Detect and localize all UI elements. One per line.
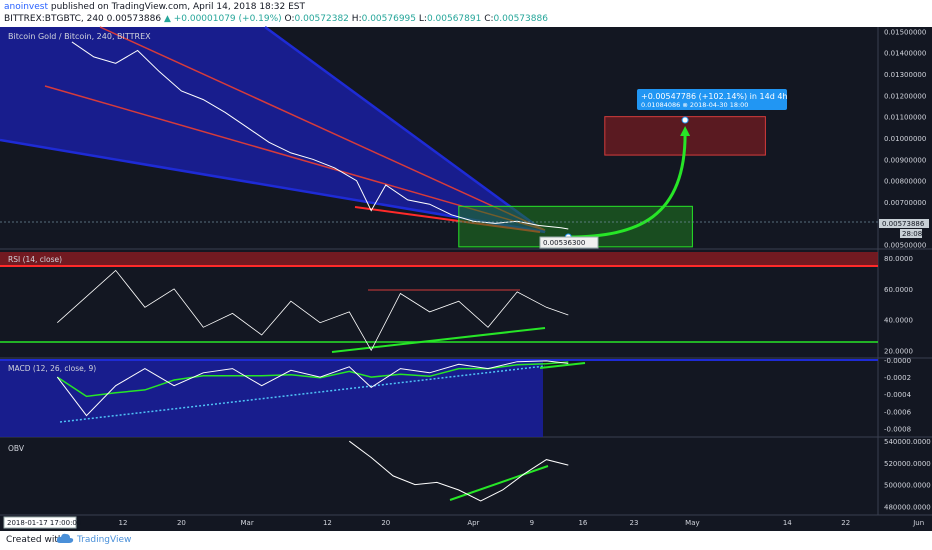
symbol-name: BITTREX:BTGBTC, 240: [4, 14, 104, 24]
y-tick-label: 60.0000: [884, 286, 913, 294]
price-series-line: [71, 41, 569, 230]
y-tick-label: 0.00500000: [884, 242, 926, 250]
footer-bar: Created with TradingView: [0, 531, 932, 550]
rsi-divergence-line: [331, 327, 546, 353]
y-tick-label: -0.0006: [884, 408, 912, 416]
projection-label-box: [637, 89, 787, 110]
y-tick-label: 0.00800000: [884, 178, 926, 186]
x-tick-label: 22: [841, 519, 850, 527]
rsi-pane-title: RSI (14, close): [8, 255, 62, 264]
obv-series-line: [349, 440, 569, 502]
countdown-text: 28:08: [902, 230, 922, 238]
y-tick-label: 0.01400000: [884, 50, 926, 58]
y-tick-label: 0.00900000: [884, 156, 926, 164]
x-tick-label: 20: [381, 519, 390, 527]
open-value: 0.00572382: [294, 14, 349, 24]
publish-bar: anoinvest published on TradingView.com, …: [0, 0, 932, 27]
x-tick-label: Jun: [912, 519, 924, 527]
cursor-date-label: 2018-01-17 17:00:00: [7, 519, 81, 527]
y-tick-label: 80.0000: [884, 255, 913, 263]
low-price-label: 0.00536300: [543, 239, 585, 247]
y-tick-label: 0.01100000: [884, 114, 926, 122]
projection-arrowhead: [680, 126, 691, 137]
projection-label-line2: 0.01084086 ⊗ 2018-04-30 18:00: [641, 101, 748, 109]
high-label: H:: [351, 14, 362, 24]
time-tick-labels: 12 20 Mar 12 20 Apr 9 16 23 May 14 22 Jun: [119, 519, 925, 527]
x-tick-label: 16: [578, 519, 587, 527]
close-label: C:: [484, 14, 494, 24]
wedge-upper-blue-line: [264, 25, 546, 234]
y-tick-label: 540000.0000: [884, 438, 931, 446]
tradingview-brand-link[interactable]: TradingView: [77, 535, 132, 545]
projection-end-point[interactable]: [681, 116, 689, 124]
x-tick-label: Apr: [467, 519, 479, 527]
macd-trend-line: [59, 365, 546, 423]
publish-text: published on TradingView.com, April 14, …: [50, 2, 306, 12]
obv-trend-line: [449, 465, 549, 501]
created-with-text: Created with: [6, 535, 64, 545]
open-label: O:: [284, 14, 295, 24]
cursor-date-box: [3, 516, 77, 529]
author-link[interactable]: anoinvest: [4, 2, 49, 12]
low-label: L:: [418, 14, 427, 24]
low-price-label-box: [539, 236, 599, 249]
channel-upper-red-line: [99, 26, 546, 231]
rsi-tick-labels: 80.0000 60.0000 40.0000 20.0000: [884, 255, 913, 355]
y-tick-label: 20.0000: [884, 347, 913, 355]
x-tick-label: 12: [323, 519, 332, 527]
rsi-overbought-band: [0, 252, 878, 266]
falling-wedge-fill: [0, 27, 545, 232]
x-tick-label: 14: [783, 519, 792, 527]
obv-pane-title: OBV: [8, 444, 25, 453]
y-tick-label: 0.01300000: [884, 71, 926, 79]
macd-green-line: [539, 362, 586, 369]
y-tick-label: -0.0000: [884, 357, 911, 365]
y-tick-label: -0.0004: [884, 391, 912, 399]
x-tick-label: May: [685, 519, 699, 527]
x-tick-label: 23: [630, 519, 639, 527]
y-tick-label: 520000.0000: [884, 460, 931, 468]
macd-tick-labels: -0.0000 -0.0002 -0.0004 -0.0006 -0.0008: [884, 357, 912, 433]
close-value: 0.00573886: [493, 14, 548, 24]
y-tick-label: -0.0008: [884, 425, 911, 433]
low-value: 0.00567891: [426, 14, 482, 24]
rsi-series-line: [57, 269, 569, 352]
y-tick-label: 0.01000000: [884, 135, 926, 143]
y-tick-label: 480000.0000: [884, 503, 931, 511]
price-axis[interactable]: [878, 27, 932, 515]
y-tick-label: 0.00700000: [884, 199, 926, 207]
high-value: 0.00576995: [361, 14, 417, 24]
macd-pane-title: MACD (12, 26, close, 9): [8, 364, 96, 373]
y-tick-label: 0.01200000: [884, 92, 926, 100]
obv-tick-labels: 540000.0000 520000.0000 500000.0000 480000.…: [884, 438, 931, 511]
y-tick-label: -0.0002: [884, 374, 911, 382]
x-tick-label: 12: [119, 519, 128, 527]
symbol-info: BITTREX:BTGBTC, 240 0.00573886 ▲ +0.0000…: [4, 14, 548, 24]
publish-info: anoinvest published on TradingView.com, …: [4, 2, 305, 12]
macd-fill: [0, 360, 543, 437]
y-tick-label: 0.01500000: [884, 28, 926, 36]
last-price: 0.00573886: [106, 14, 162, 24]
tradingview-cloud-icon: [56, 533, 74, 548]
last-price-badge-text: 0.00573886: [882, 220, 925, 228]
projection-label-line1: +0.00547786 (+102.14%) in 14d 4h: [641, 92, 787, 101]
x-tick-label: 20: [177, 519, 186, 527]
y-tick-label: 500000.0000: [884, 482, 931, 490]
y-tick-label: 40.0000: [884, 317, 913, 325]
x-tick-label: 9: [530, 519, 534, 527]
projection-arrow: [568, 134, 687, 239]
countdown-badge: [900, 229, 922, 238]
macd-series-line: [56, 360, 569, 417]
price-change: ▲ +0.00001079 (+0.19%): [163, 14, 282, 24]
x-tick-label: Mar: [240, 519, 253, 527]
wedge-lower-blue-line: [0, 138, 546, 234]
last-price-badge: [879, 219, 929, 228]
price-pane-title: Bitcoin Gold / Bitcoin, 240, BITTREX: [8, 32, 151, 41]
